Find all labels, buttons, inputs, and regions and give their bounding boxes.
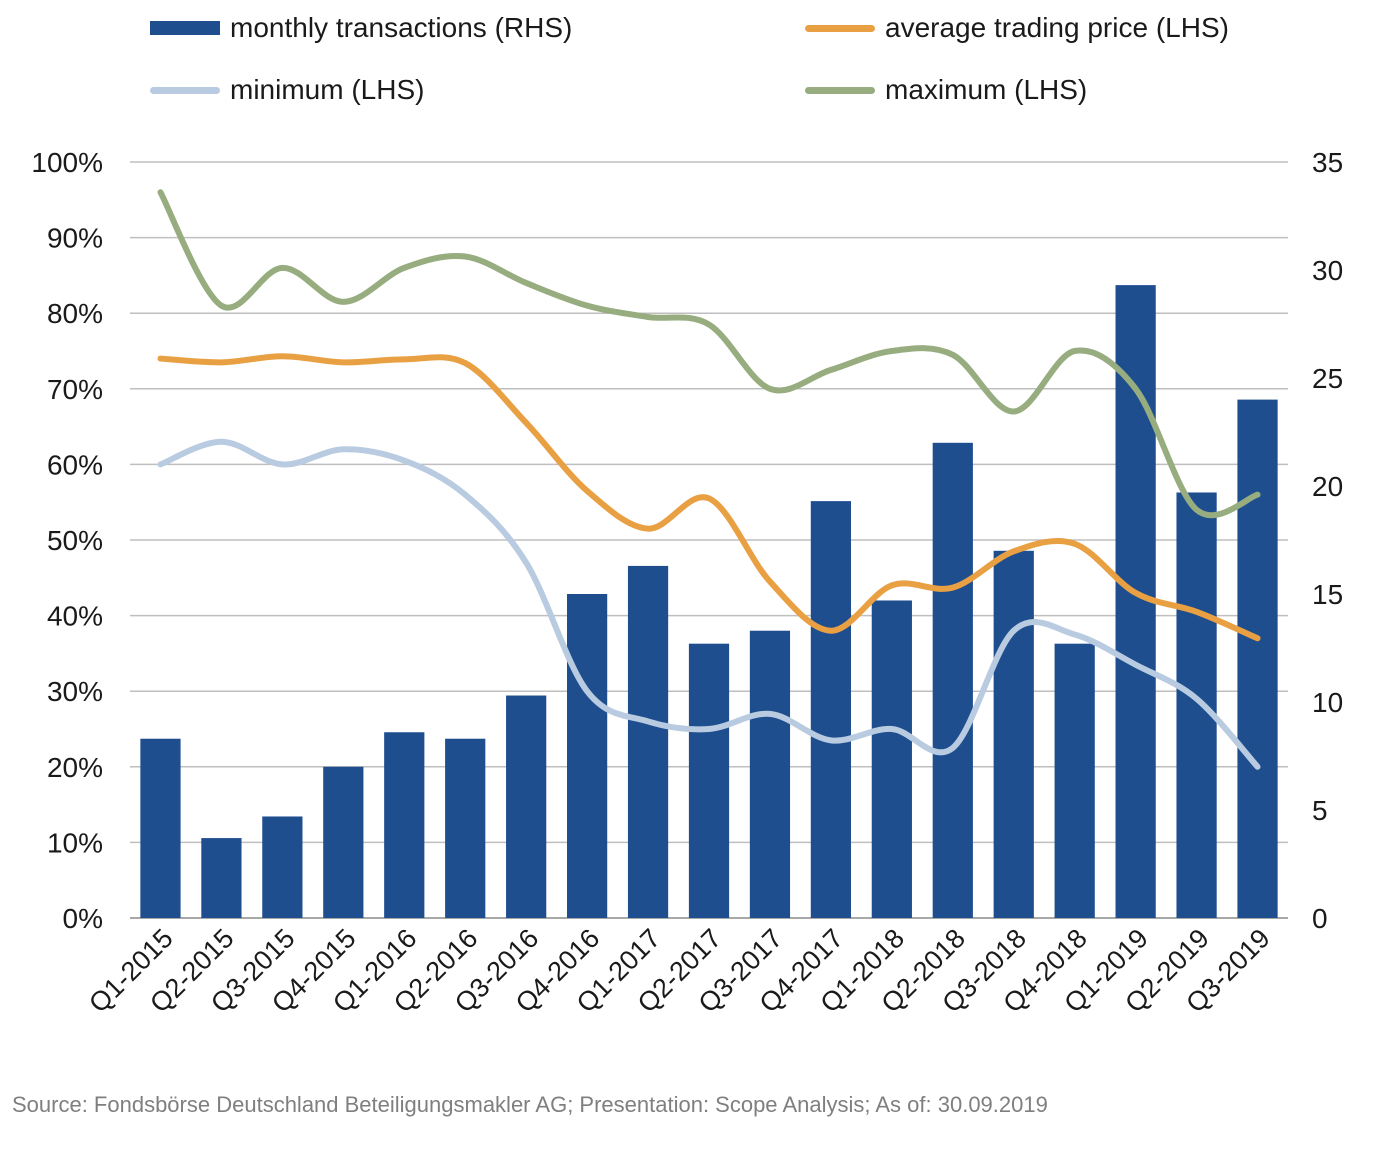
- left-axis-tick-label: 50%: [47, 525, 103, 556]
- bar: [993, 550, 1034, 918]
- bar: [932, 442, 973, 918]
- line-minimum: [157, 438, 1261, 770]
- bar: [262, 816, 303, 918]
- bar: [445, 738, 486, 918]
- legend-item-maximum: maximum (LHS): [805, 74, 1087, 106]
- bar: [140, 738, 181, 918]
- source-note: Source: Fondsbörse Deutschland Beteiligu…: [12, 1092, 1048, 1117]
- left-axis-tick-label: 90%: [47, 223, 103, 254]
- right-axis-tick-label: 5: [1312, 795, 1328, 826]
- legend-swatch-line: [150, 86, 220, 94]
- bar: [749, 630, 791, 918]
- bar: [1237, 399, 1278, 919]
- legend-swatch-line: [805, 24, 875, 32]
- left-axis-tick-label: 80%: [47, 298, 103, 329]
- legend-swatch-bar: [150, 21, 220, 35]
- right-axis-tick-label: 35: [1312, 147, 1343, 178]
- legend-label: minimum (LHS): [230, 74, 425, 105]
- legend-item-minimum: minimum (LHS): [150, 74, 424, 106]
- legend-label: maximum (LHS): [885, 74, 1088, 105]
- legend-swatch-line: [805, 86, 875, 94]
- legend-item-average-trading-price: average trading price (LHS): [805, 12, 1229, 44]
- left-axis-tick-label: 0%: [63, 903, 103, 934]
- left-axis-tick-label: 60%: [47, 449, 103, 480]
- bar: [384, 732, 425, 918]
- right-axis-tick-label: 30: [1312, 255, 1343, 286]
- line-maximum: [157, 189, 1261, 519]
- bar: [1054, 643, 1095, 918]
- bar: [506, 695, 547, 918]
- bar: [1176, 492, 1217, 918]
- line-average-trading-price: [157, 353, 1261, 642]
- left-axis-tick-label: 70%: [47, 374, 103, 405]
- right-axis-tick-label: 0: [1312, 903, 1328, 934]
- bar: [323, 766, 364, 918]
- bar: [871, 600, 912, 918]
- bar: [688, 643, 730, 918]
- right-axis-tick-label: 25: [1312, 363, 1343, 394]
- chart-canvas: 0% 10% 20% 30% 40% 50% 60% 70% 80% 90% 100% 0 5 10 15 2…: [31, 147, 1343, 1019]
- chart-legend: monthly transactions (RHS) average tradi…: [0, 12, 1400, 122]
- left-axis-tick-label: 10%: [47, 827, 103, 858]
- right-axis-tick-label: 10: [1312, 687, 1343, 718]
- bar: [566, 594, 608, 918]
- bar: [627, 565, 669, 918]
- bar: [201, 838, 242, 918]
- left-axis-tick-label: 20%: [47, 752, 103, 783]
- left-axis-tick-label: 40%: [47, 601, 103, 632]
- bar: [810, 501, 852, 918]
- right-axis-tick-label: 20: [1312, 471, 1343, 502]
- legend-label: average trading price (LHS): [885, 12, 1229, 43]
- left-axis-tick-label: 100%: [31, 147, 103, 178]
- legend-label: monthly transactions (RHS): [230, 12, 573, 43]
- legend-item-monthly-transactions: monthly transactions (RHS): [150, 12, 572, 44]
- left-axis-tick-label: 30%: [47, 676, 103, 707]
- right-axis-tick-label: 15: [1312, 579, 1343, 610]
